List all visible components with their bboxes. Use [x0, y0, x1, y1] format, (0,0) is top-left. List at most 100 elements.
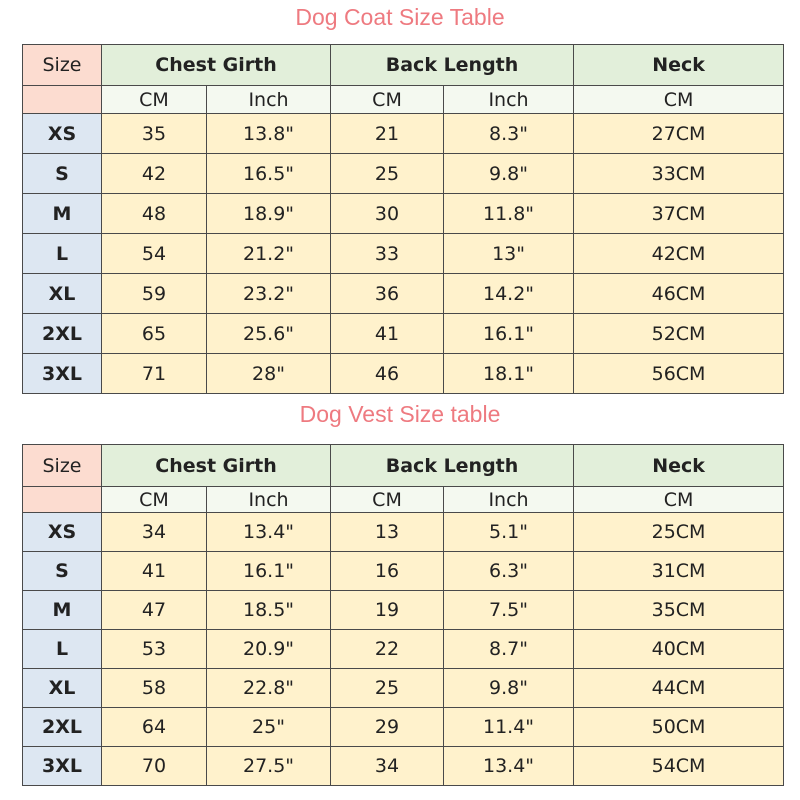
table-cell: XS [22, 512, 102, 552]
table-cell: 27.5" [205, 746, 332, 786]
table-cell: 70 [101, 746, 207, 786]
table-cell: 21 [330, 113, 445, 154]
table-cell: 3XL [22, 746, 102, 786]
table-cell: 50CM [573, 707, 785, 747]
table-cell: 64 [101, 707, 207, 747]
table-cell: 18.1" [443, 353, 575, 394]
table-cell: 8.7" [443, 629, 575, 669]
table-cell: 34 [330, 746, 445, 786]
table-cell: 35 [101, 113, 207, 154]
table-cell: 56CM [573, 353, 785, 394]
table-cell: L [22, 233, 102, 274]
table-cell: 48 [101, 193, 207, 234]
table-cell: 2XL [22, 313, 102, 354]
table-cell: Size [22, 44, 102, 86]
table-cell: 25CM [573, 512, 785, 552]
table-cell: Back Length [330, 44, 575, 86]
table-cell: CM [330, 85, 445, 114]
table-cell: 18.5" [205, 590, 332, 630]
table-cell: 27CM [573, 113, 785, 154]
table-cell: 25 [330, 668, 445, 708]
table-cell: 47 [101, 590, 207, 630]
table-cell: 34 [101, 512, 207, 552]
table-cell: 28" [205, 353, 332, 394]
table-row: 2XL 65 25.6" 41 16.1" 52CM [22, 313, 785, 354]
table-cell: CM [101, 486, 207, 513]
table-row: Size Chest Girth Back Length Neck [22, 44, 785, 86]
table-cell: 23.2" [205, 273, 332, 314]
table-cell: M [22, 193, 102, 234]
table-row: M 48 18.9" 30 11.8" 37CM [22, 193, 785, 234]
table-row: L 53 20.9" 22 8.7" 40CM [22, 629, 785, 669]
table-row: S 41 16.1" 16 6.3" 31CM [22, 551, 785, 591]
table-cell: 16 [330, 551, 445, 591]
table-cell: 2XL [22, 707, 102, 747]
size-table: Size Chest Girth Back Length Neck CM Inch CM In… [22, 44, 785, 394]
table-cell: S [22, 153, 102, 194]
table-cell: Back Length [330, 444, 575, 487]
table-row: XS 35 13.8" 21 8.3" 27CM [22, 113, 785, 154]
table-cell: CM [330, 486, 445, 513]
table-row: CM Inch CM Inch CM [22, 486, 785, 513]
table-cell: 46CM [573, 273, 785, 314]
table-row: 3XL 70 27.5" 34 13.4" 54CM [22, 746, 785, 786]
table-cell: 53 [101, 629, 207, 669]
table-cell: Inch [443, 486, 575, 513]
table-cell: 54CM [573, 746, 785, 786]
table-cell: 9.8" [443, 153, 575, 194]
table-row: XL 58 22.8" 25 9.8" 44CM [22, 668, 785, 708]
table-cell: 21.2" [205, 233, 332, 274]
table-cell: Size [22, 444, 102, 487]
table-cell: CM [101, 85, 207, 114]
table-cell: Chest Girth [100, 44, 332, 86]
table-cell: 52CM [573, 313, 785, 354]
table-cell: 6.3" [443, 551, 575, 591]
table-row: M 47 18.5" 19 7.5" 35CM [22, 590, 785, 630]
table-cell: Inch [205, 85, 332, 114]
table-cell [22, 486, 102, 513]
table-cell: 13 [330, 512, 445, 552]
table-cell: Neck [573, 44, 785, 86]
table-cell: 30 [330, 193, 445, 234]
table-cell: 58 [101, 668, 207, 708]
table-cell: XL [22, 668, 102, 708]
table-cell: 5.1" [443, 512, 575, 552]
table-cell: 29 [330, 707, 445, 747]
table-cell: 16.1" [205, 551, 332, 591]
table-cell: 40CM [573, 629, 785, 669]
table-cell: CM [573, 486, 785, 513]
table-cell: 41 [330, 313, 445, 354]
table-row: 3XL 71 28" 46 18.1" 56CM [22, 353, 785, 394]
table-cell: 71 [101, 353, 207, 394]
table-cell: XS [22, 113, 102, 154]
table-cell: 41 [101, 551, 207, 591]
table-cell: S [22, 551, 102, 591]
table-cell: 14.2" [443, 273, 575, 314]
table-cell: 18.9" [205, 193, 332, 234]
table-row: XL 59 23.2" 36 14.2" 46CM [22, 273, 785, 314]
table-cell: 13.4" [443, 746, 575, 786]
table-cell: 7.5" [443, 590, 575, 630]
table-cell: 9.8" [443, 668, 575, 708]
table-cell: 19 [330, 590, 445, 630]
table-cell: L [22, 629, 102, 669]
table-cell: 54 [101, 233, 207, 274]
table-row: CM Inch CM Inch CM [22, 85, 785, 114]
table-cell: 13.4" [205, 512, 332, 552]
table-cell: 37CM [573, 193, 785, 234]
table-cell: 25 [330, 153, 445, 194]
table-cell: 13.8" [205, 113, 332, 154]
table-cell: 31CM [573, 551, 785, 591]
table-cell: 11.4" [443, 707, 575, 747]
table-cell: 22 [330, 629, 445, 669]
table-cell: 36 [330, 273, 445, 314]
table-cell: 59 [101, 273, 207, 314]
table-cell: 3XL [22, 353, 102, 394]
table-cell: Inch [205, 486, 332, 513]
table-cell: XL [22, 273, 102, 314]
table-title: Dog Coat Size Table [295, 4, 505, 30]
table-row: S 42 16.5" 25 9.8" 33CM [22, 153, 785, 194]
table-cell: 33 [330, 233, 445, 274]
table-cell: M [22, 590, 102, 630]
